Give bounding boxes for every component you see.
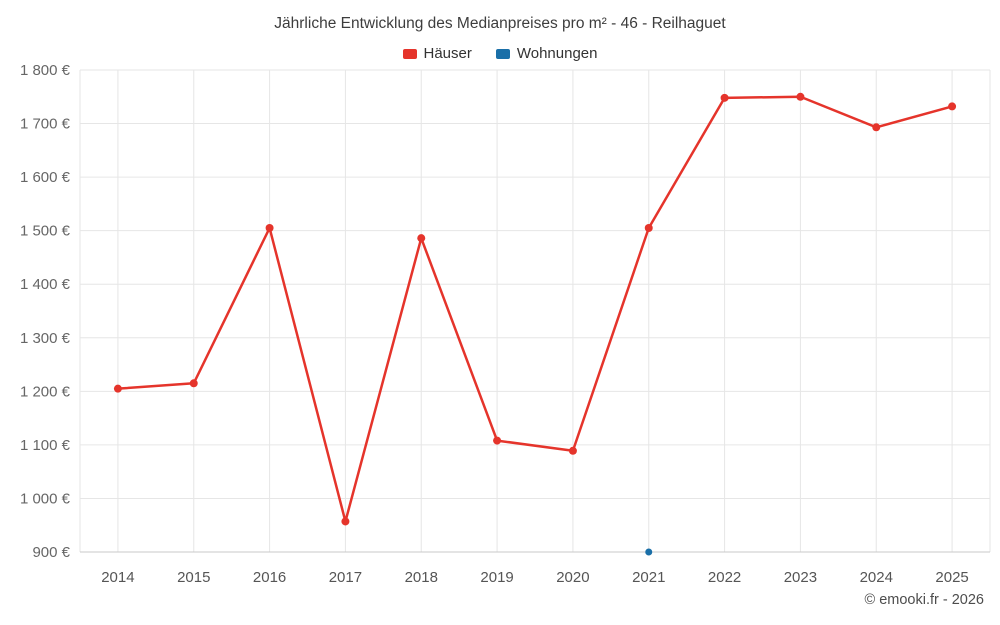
svg-text:1 700 €: 1 700 € [20,116,71,133]
svg-text:2020: 2020 [556,569,589,586]
svg-text:2021: 2021 [632,569,665,586]
svg-text:2014: 2014 [101,569,134,586]
chart-legend: Häuser Wohnungen [0,45,1000,62]
svg-text:1 300 €: 1 300 € [20,330,71,347]
svg-text:2022: 2022 [708,569,741,586]
legend-label-haeuser: Häuser [423,45,472,62]
chart-title: Jährliche Entwicklung des Medianpreises … [274,15,726,32]
svg-text:2023: 2023 [784,569,817,586]
svg-text:1 600 €: 1 600 € [20,169,71,186]
svg-text:2016: 2016 [253,569,286,586]
svg-text:2025: 2025 [935,569,968,586]
legend-label-wohnungen: Wohnungen [516,45,598,62]
svg-text:2018: 2018 [405,569,438,586]
svg-text:1 800 €: 1 800 € [20,62,71,79]
svg-text:1 500 €: 1 500 € [20,223,71,240]
svg-text:2015: 2015 [177,569,210,586]
svg-text:1 400 €: 1 400 € [20,276,71,293]
legend-item-haeuser[interactable]: Häuser [402,45,472,62]
legend-item-wohnungen[interactable]: Wohnungen [495,45,598,62]
legend-swatch-wohnungen [495,48,510,59]
chart-plot: 900 € 1 000 € 1 100 € 1 200 € 1 300 € 1 400 €… [20,62,991,586]
legend-swatch-haeuser [402,48,417,59]
svg-text:1 100 €: 1 100 € [20,437,71,454]
svg-text:2019: 2019 [480,569,513,586]
svg-text:1 000 €: 1 000 € [20,490,71,507]
copyright-text: © emooki.fr - 2026 [864,592,984,608]
svg-text:1 200 €: 1 200 € [20,383,71,400]
svg-text:2017: 2017 [329,569,362,586]
svg-text:2024: 2024 [860,569,893,586]
svg-text:900 €: 900 € [32,544,70,561]
